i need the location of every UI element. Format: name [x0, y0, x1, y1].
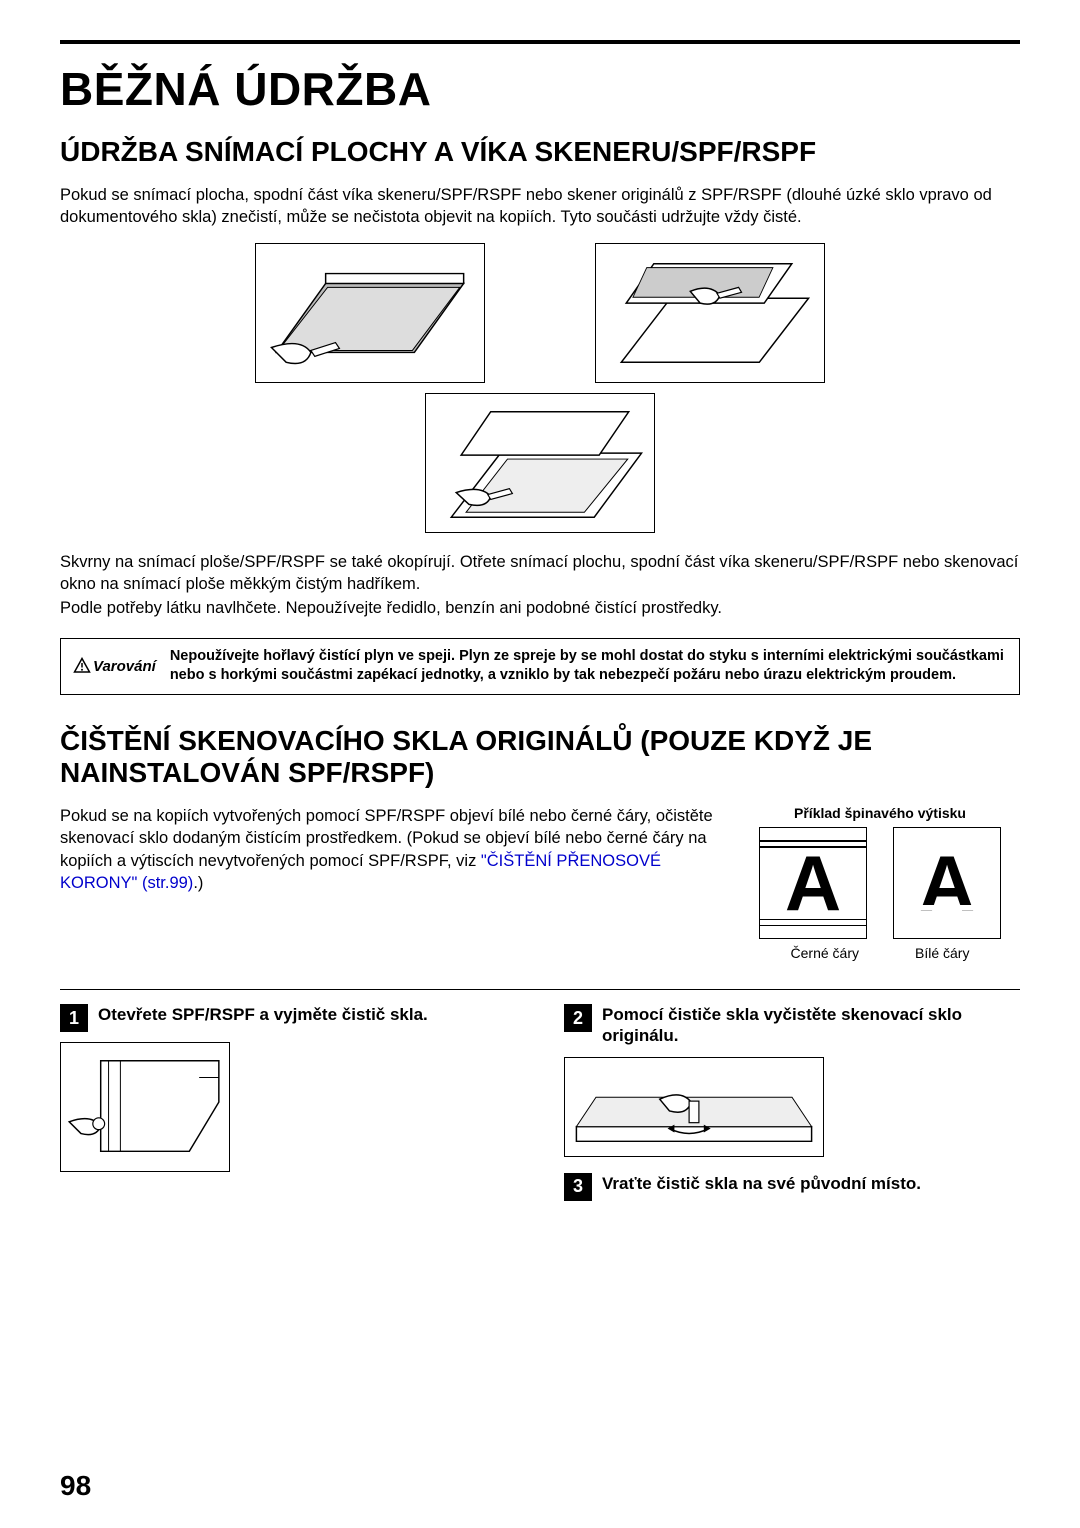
thin-rule	[60, 989, 1020, 990]
paragraph-1: Pokud se snímací plocha, spodní část vík…	[60, 184, 1020, 229]
paragraph-2: Skvrny na snímací ploše/SPF/RSPF se také…	[60, 551, 1020, 596]
section-2: Pokud se na kopiích vytvořených pomocí S…	[60, 805, 1020, 961]
step-2-title: Pomocí čističe skla vyčistěte skenovací …	[602, 1004, 1020, 1047]
letter-a-1: A	[785, 844, 841, 922]
example-white-lines: A	[893, 827, 1001, 939]
step-2-diagram	[564, 1057, 824, 1157]
example-output: Příklad špinavého výtisku A A Černé čáry…	[740, 805, 1020, 961]
page-number: 98	[60, 1470, 91, 1502]
warning-badge: Varování	[73, 657, 156, 675]
caption-white: Bílé čáry	[915, 945, 969, 961]
scanner-diagram-3	[425, 393, 655, 533]
subtitle-2: ČIŠTĚNÍ SKENOVACÍHO SKLA ORIGINÁLŮ (POUZ…	[60, 725, 1020, 789]
example-title: Příklad špinavého výtisku	[740, 805, 1020, 821]
step-number-2: 2	[564, 1004, 592, 1032]
subtitle-1: ÚDRŽBA SNÍMACÍ PLOCHY A VÍKA SKENERU/SPF…	[60, 136, 1020, 168]
warning-text: Nepoužívejte hořlavý čistící plyn ve spe…	[170, 647, 1007, 686]
section-2-left: Pokud se na kopiích vytvořených pomocí S…	[60, 805, 716, 961]
step-1-diagram	[60, 1042, 230, 1172]
step-number-1: 1	[60, 1004, 88, 1032]
warning-label: Varování	[93, 658, 156, 675]
warning-icon	[73, 657, 91, 675]
paragraph-3: Podle potřeby látku navlhčete. Nepoužíve…	[60, 597, 1020, 619]
example-black-lines: A	[759, 827, 867, 939]
warning-box: Varování Nepoužívejte hořlavý čistící pl…	[60, 638, 1020, 695]
caption-black: Černé čáry	[791, 945, 859, 961]
letter-a-2: A	[919, 844, 975, 922]
diagram-row-bottom	[60, 393, 1020, 533]
step-1-title: Otevřete SPF/RSPF a vyjměte čistič skla.	[98, 1004, 428, 1025]
steps-row: 1 Otevřete SPF/RSPF a vyjměte čistič skl…	[60, 1004, 1020, 1211]
paragraph-4b: .)	[193, 874, 203, 892]
step-number-3: 3	[564, 1173, 592, 1201]
diagram-row-top	[60, 243, 1020, 383]
step-1: 1 Otevřete SPF/RSPF a vyjměte čistič skl…	[60, 1004, 516, 1211]
top-rule	[60, 40, 1020, 44]
main-title: BĚŽNÁ ÚDRŽBA	[60, 62, 1020, 116]
step-3-title: Vraťte čistič skla na své původní místo.	[602, 1173, 921, 1194]
scanner-diagram-2	[595, 243, 825, 383]
scanner-diagram-1	[255, 243, 485, 383]
step-2: 2 Pomocí čističe skla vyčistěte skenovac…	[564, 1004, 1020, 1211]
